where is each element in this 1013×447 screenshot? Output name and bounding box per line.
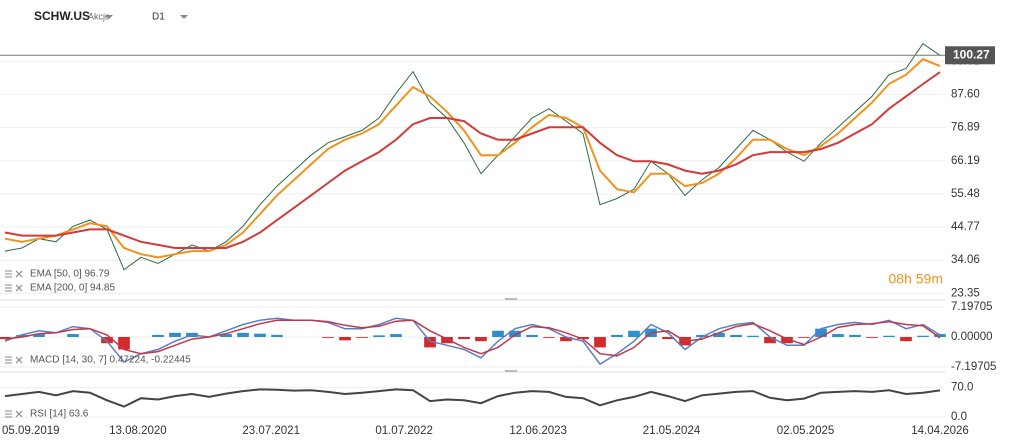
histogram-bar [101,337,113,344]
last-price-tag [945,46,995,65]
histogram-bar [713,332,725,337]
legend-close [15,270,23,278]
histogram-bar [815,328,827,337]
histogram-bar [628,330,640,337]
x-tick-label: 21.05.2024 [643,425,701,437]
legend-icon [5,356,12,364]
histogram-bar [730,334,742,337]
histogram-bar [356,337,368,338]
series-line [4,317,941,366]
y-tick-label: 34.06 [951,254,980,266]
legend-icon [5,284,12,292]
histogram-bar [33,334,45,337]
histogram-bar [781,337,793,344]
x-tick-label: 12.06.2023 [509,425,567,437]
histogram-bar [849,334,861,337]
x-tick-label: 23.07.2021 [242,425,300,437]
legend-icon [5,270,12,278]
y-tick-label: 70.0 [951,382,973,394]
histogram-bar [832,334,844,337]
histogram-bar [322,337,334,338]
y-tick-label: 7.19705 [951,301,993,313]
legend-icon [5,410,12,418]
dropdown-arrow[interactable] [105,15,113,19]
histogram-bar [798,337,810,338]
last-price-label: 100.27 [953,47,990,61]
y-tick-label: 0.00000 [951,331,993,343]
histogram-bar [509,330,521,337]
histogram-bar [67,334,79,337]
y-tick-label: 0.0 [951,411,967,423]
histogram-bar [441,337,453,344]
histogram-bar [543,337,555,338]
histogram-bar [254,333,266,337]
timeframe[interactable]: D1 [152,12,165,23]
y-tick-label: -7.19705 [951,361,996,373]
x-tick-label: 13.08.2020 [109,425,167,437]
histogram-bar [866,337,878,338]
series-line [4,58,941,259]
histogram-bar [747,335,759,337]
histogram-bar [475,337,487,342]
y-tick-label: 55.48 [951,188,980,200]
histogram-bar [560,337,572,342]
histogram-bar [764,337,776,344]
histogram-bar [492,330,504,337]
histogram-bar [458,337,470,340]
histogram-bar [0,337,11,340]
x-tick-label: 14.04.2026 [911,425,969,437]
x-tick-label: 01.07.2022 [375,425,433,437]
resize-handle[interactable] [505,370,517,372]
histogram-bar [696,334,708,337]
legend-close [15,410,23,418]
symbol[interactable]: SCHW.US [34,9,90,23]
resize-handle[interactable] [505,298,517,300]
histogram-bar [883,335,895,337]
histogram-bar [373,335,385,337]
histogram-bar [424,337,436,348]
histogram-bar [237,332,249,337]
legend-entry: EMA [50, 0] 96.79 [30,269,110,280]
legend-entry: EMA [200, 0] 94.85 [30,283,115,294]
legend-close [15,284,23,292]
histogram-bar [390,334,402,337]
histogram-bar [152,334,164,337]
series-line [4,319,941,357]
histogram-bar [662,337,674,340]
histogram-bar [169,332,181,337]
histogram-bar [900,337,912,342]
x-tick-label: 02.05.2025 [777,425,835,437]
legend-entry: MACD [14, 30, 7] 0.47224, -0.22445 [30,355,191,366]
histogram-bar [611,334,623,337]
histogram-bar [339,337,351,341]
histogram-bar [220,334,232,337]
histogram-bar [16,334,28,337]
series-line [4,388,941,408]
histogram-bar [271,334,283,337]
histogram-bar [594,337,606,348]
histogram-bar [526,334,538,337]
legend-close [15,356,23,364]
y-tick-label: 44.77 [951,221,980,233]
y-tick-label: 66.19 [951,155,980,167]
series-line [4,71,941,249]
candle-timer: 08h 59m [889,271,943,287]
x-tick-label: 05.09.2019 [2,425,60,437]
histogram-bar [577,337,589,340]
series-line [4,43,941,271]
asset-class: Akcje [88,11,110,21]
histogram-bar [934,334,946,337]
histogram-bar [118,337,130,350]
histogram-bar [917,335,929,337]
y-tick-label: 87.60 [951,89,980,101]
y-tick-label: 76.89 [951,122,980,134]
y-tick-label: 23.35 [951,287,980,299]
legend-entry: RSI [14] 63.6 [30,409,89,420]
dropdown-arrow[interactable] [180,15,188,19]
